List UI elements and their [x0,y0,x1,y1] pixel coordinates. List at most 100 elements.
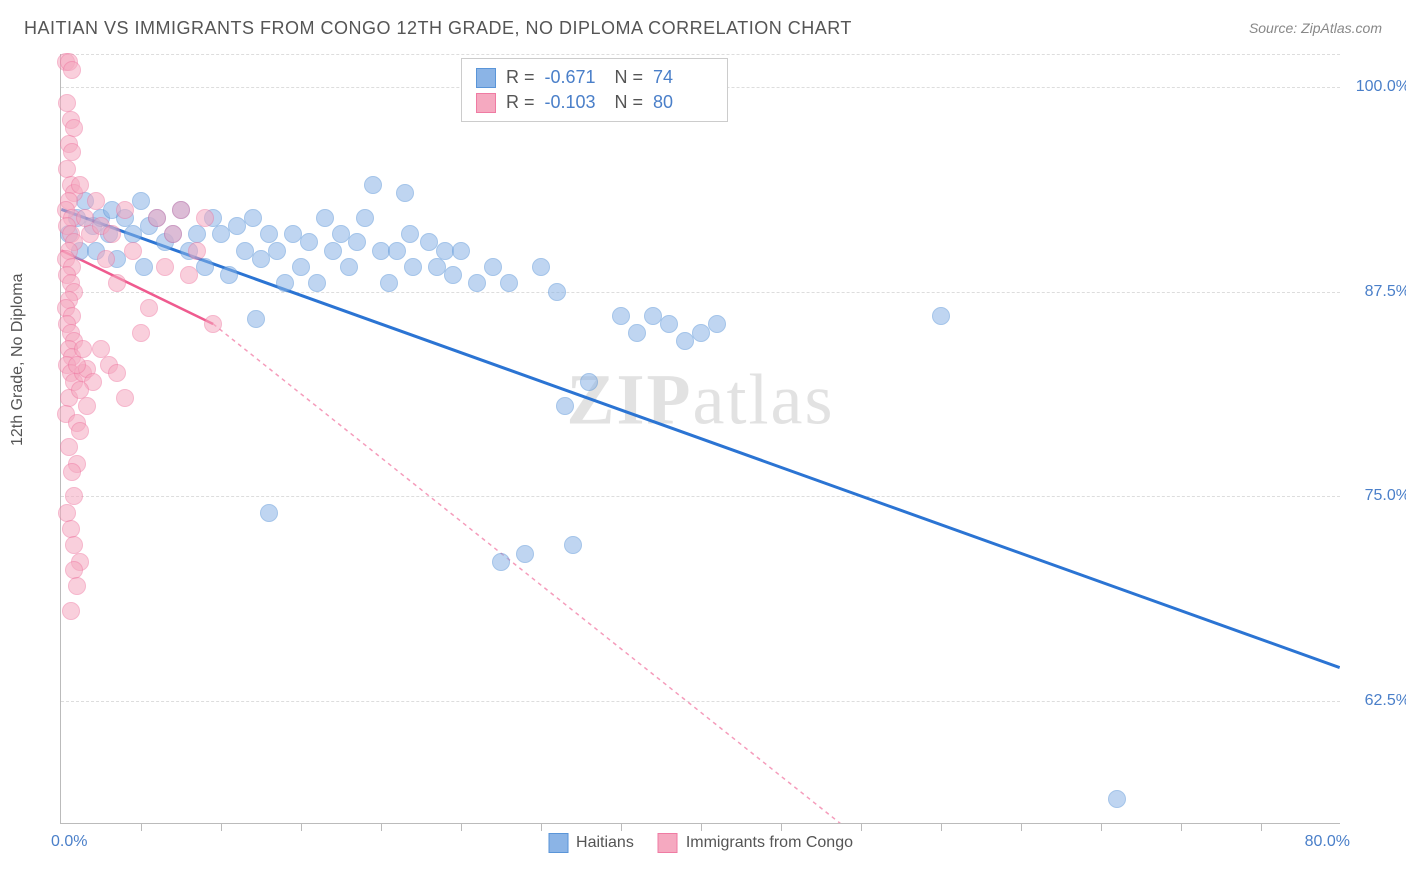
scatter-point [172,201,190,219]
scatter-point [580,373,598,391]
y-tick-label: 100.0% [1350,78,1406,96]
scatter-point [124,242,142,260]
scatter-point [396,184,414,202]
scatter-point [220,266,238,284]
scatter-point [65,536,83,554]
scatter-point [180,266,198,284]
scatter-point [316,209,334,227]
gridline [61,701,1340,702]
stat-r-label: R = [506,92,535,113]
scatter-point [612,307,630,325]
scatter-point [140,299,158,317]
legend-swatch [658,833,678,853]
scatter-point [92,340,110,358]
x-tick [141,823,142,831]
scatter-point [364,176,382,194]
scatter-point [500,274,518,292]
x-tick [941,823,942,831]
chart-title: HAITIAN VS IMMIGRANTS FROM CONGO 12TH GR… [24,18,852,39]
x-tick [301,823,302,831]
scatter-point [58,160,76,178]
scatter-point [260,504,278,522]
scatter-point [708,315,726,333]
scatter-point [532,258,550,276]
scatter-point [135,258,153,276]
legend-swatch [476,93,496,113]
watermark: ZIPatlas [567,359,835,442]
scatter-point [356,209,374,227]
scatter-point [484,258,502,276]
legend-label: Haitians [576,834,634,852]
source-credit: Source: ZipAtlas.com [1249,20,1382,36]
scatter-point [74,340,92,358]
scatter-point [388,242,406,260]
scatter-point [244,209,262,227]
scatter-point [204,315,222,333]
scatter-point [660,315,678,333]
x-tick [781,823,782,831]
gridline [61,292,1340,293]
scatter-point [468,274,486,292]
scatter-point [247,310,265,328]
legend-item: Haitians [548,833,634,853]
scatter-point [932,307,950,325]
stats-row: R = -0.103 N = 80 [476,90,713,115]
scatter-point [58,504,76,522]
x-tick [701,823,702,831]
scatter-point [63,143,81,161]
stats-legend-box: R =-0.671N =74R = -0.103 N = 80 [461,58,728,122]
x-tick [861,823,862,831]
scatter-point [71,176,89,194]
stat-n-value: 80 [653,92,713,113]
scatter-point [164,225,182,243]
x-tick [1261,823,1262,831]
scatter-point [324,242,342,260]
scatter-point [292,258,310,276]
x-tick [221,823,222,831]
scatter-point [188,225,206,243]
x-tick [1101,823,1102,831]
y-tick-label: 75.0% [1350,487,1406,505]
scatter-point [196,209,214,227]
stat-r-value: -0.103 [545,92,605,113]
scatter-point [260,225,278,243]
scatter-point [340,258,358,276]
scatter-point [65,487,83,505]
scatter-point [564,536,582,554]
stat-r-label: R = [506,67,535,88]
scatter-point [452,242,470,260]
scatter-point [401,225,419,243]
scatter-point [148,209,166,227]
scatter-point [132,324,150,342]
scatter-point [308,274,326,292]
scatter-point [68,577,86,595]
watermark-light: atlas [693,360,835,440]
scatter-point [404,258,422,276]
scatter-point [60,438,78,456]
scatter-point [63,61,81,79]
stat-n-value: 74 [653,67,713,88]
scatter-point [268,242,286,260]
scatter-point [58,94,76,112]
scatter-point [556,397,574,415]
legend-swatch [476,68,496,88]
x-tick [621,823,622,831]
scatter-point [444,266,462,284]
x-tick [1021,823,1022,831]
stat-n-label: N = [615,92,644,113]
scatter-point [71,422,89,440]
scatter-point [628,324,646,342]
x-tick [381,823,382,831]
x-tick [541,823,542,831]
scatter-point [156,258,174,276]
scatter-point [87,192,105,210]
scatter-point [548,283,566,301]
scatter-point [68,356,86,374]
scatter-point [62,602,80,620]
scatter-point [380,274,398,292]
x-tick [1181,823,1182,831]
watermark-bold: ZIP [567,360,693,440]
stats-row: R =-0.671N =74 [476,65,713,90]
y-tick-label: 62.5% [1350,692,1406,710]
scatter-point [78,397,96,415]
